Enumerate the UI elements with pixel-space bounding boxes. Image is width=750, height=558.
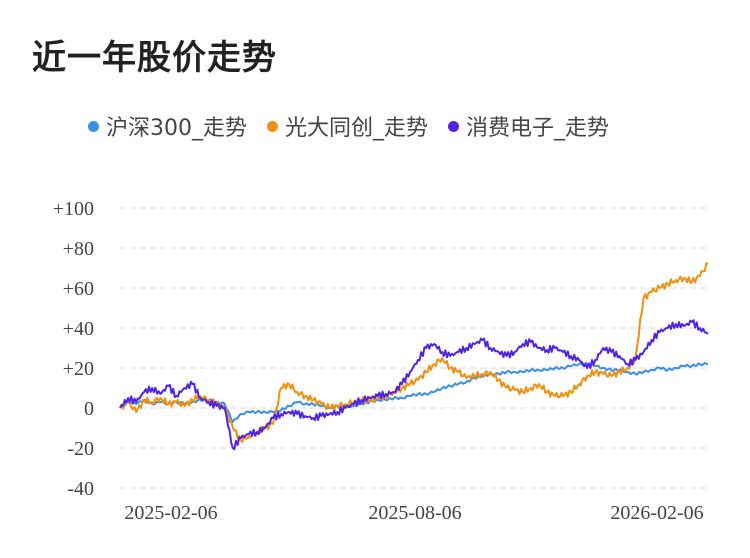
x-axis-ticks: 2025-02-06 2025-08-06 2026-02-06 — [124, 502, 703, 524]
y-tick-label: +20 — [63, 358, 94, 380]
legend-item-gdtc[interactable]: 光大同创_走势 — [267, 110, 428, 142]
y-tick-label: +80 — [63, 238, 94, 260]
y-axis-ticks: +100 +80 +60 +40 +20 0 -20 -40 — [53, 198, 94, 500]
legend-dot-xfdz — [448, 120, 460, 132]
legend-label-gdtc: 光大同创_走势 — [285, 116, 429, 141]
x-tick-label: 2025-08-06 — [368, 502, 461, 524]
y-tick-label: -40 — [67, 478, 94, 500]
series-line-2 — [119, 319, 709, 451]
y-tick-label: -20 — [67, 438, 94, 460]
legend-dot-hs300 — [88, 120, 99, 132]
legend-item-xfdz[interactable]: 消费电子_走势 — [448, 110, 609, 142]
legend-label-hs300: 沪深300_走势 — [106, 116, 247, 141]
series-lines — [119, 262, 709, 451]
y-tick-label: +40 — [63, 318, 94, 340]
x-tick-label: 2025-02-06 — [124, 502, 217, 524]
legend: 沪深300_走势 光大同创_走势 消费电子_走势 — [88, 110, 609, 142]
grid-lines — [120, 207, 708, 489]
legend-item-hs300[interactable]: 沪深300_走势 — [88, 110, 247, 142]
legend-dot-gdtc — [267, 120, 278, 132]
y-tick-label: +100 — [53, 198, 94, 220]
y-tick-label: 0 — [84, 398, 94, 420]
legend-label-xfdz: 消费电子_走势 — [466, 116, 610, 141]
x-tick-label: 2026-02-06 — [610, 502, 703, 524]
chart-title: 近一年股价走势 — [32, 38, 277, 78]
series-line-1 — [119, 262, 709, 444]
y-tick-label: +60 — [63, 278, 94, 300]
